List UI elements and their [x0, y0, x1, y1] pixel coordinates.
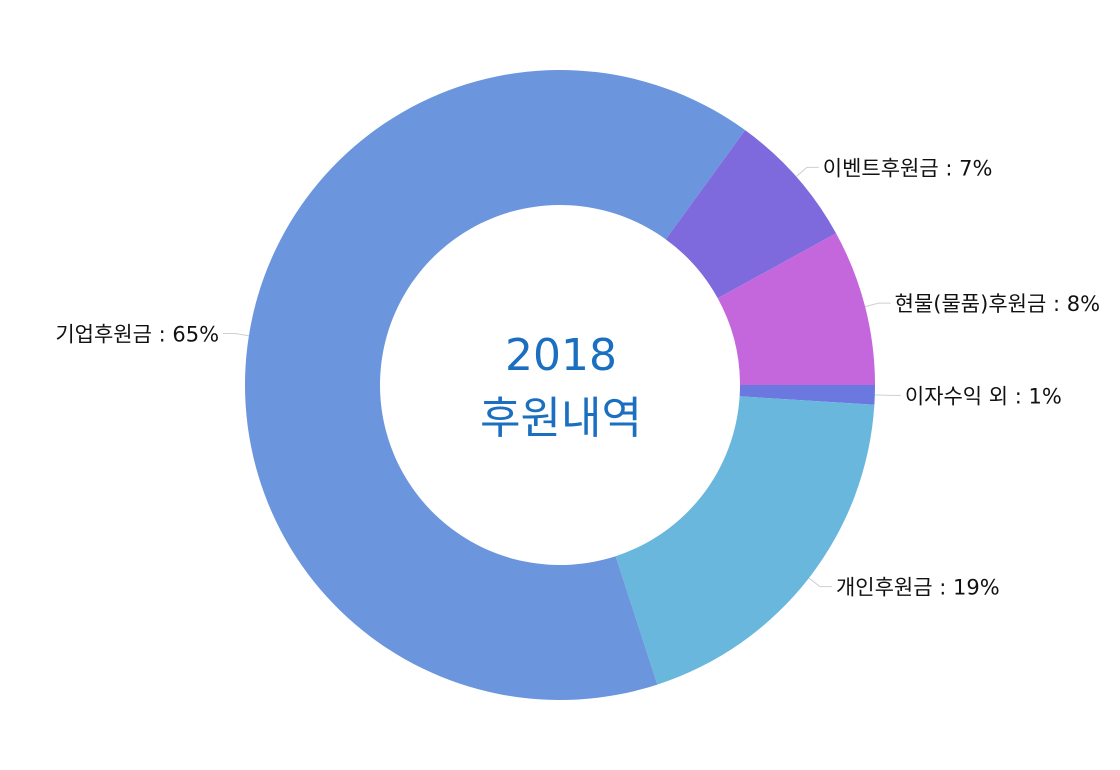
slices-layer	[244, 69, 876, 701]
leader-line-2	[223, 333, 249, 337]
slice-labels-layer: 이자수익 외 : 1% 개인후원금 : 19% 기업후원금 : 65% 이벤트후원금 …	[55, 156, 1100, 599]
donut-slice-4	[717, 233, 876, 385]
leader-line-4	[864, 302, 891, 308]
slice-label-2: 기업후원금 : 65%	[55, 323, 219, 347]
donut-slice-1	[615, 396, 875, 685]
leader-line-1	[808, 577, 832, 588]
center-label-year: 2018	[505, 330, 617, 381]
slice-label-3: 이벤트후원금 : 7%	[823, 156, 993, 180]
slice-label-0: 이자수익 외 : 1%	[905, 384, 1062, 408]
center-label-title: 후원내역	[480, 393, 642, 444]
leader-lines-layer	[223, 166, 901, 588]
donut-slice-3	[665, 130, 837, 299]
center-label: 2018 후원내역	[480, 330, 642, 444]
slice-label-1: 개인후원금 : 19%	[836, 576, 1000, 600]
slice-label-4: 현물(물품)후원금 : 8%	[895, 292, 1100, 316]
leader-line-3	[795, 166, 819, 178]
donut-slice-0	[739, 385, 876, 405]
donut-slice-2	[244, 69, 746, 701]
